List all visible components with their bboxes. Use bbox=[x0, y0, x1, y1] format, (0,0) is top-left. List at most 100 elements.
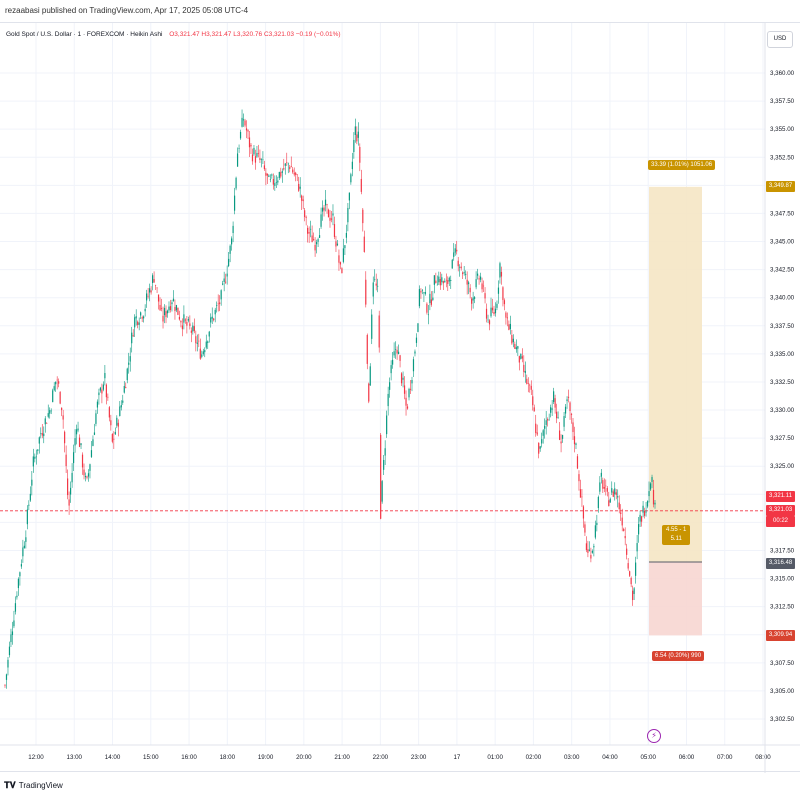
candle-body bbox=[433, 275, 435, 285]
candle-body bbox=[149, 288, 151, 293]
candle-body bbox=[611, 488, 613, 493]
candle-body bbox=[387, 393, 389, 407]
candle-body bbox=[238, 148, 240, 149]
candle-body bbox=[412, 359, 415, 372]
candle-body bbox=[257, 152, 260, 154]
candle-body bbox=[636, 543, 638, 552]
price-chart[interactable]: 3,360.00 3,357.50 3,355.00 3,352.50 3,347.50… bbox=[0, 23, 800, 773]
candle-body bbox=[146, 293, 148, 301]
candle-body bbox=[329, 217, 331, 221]
candle-body bbox=[368, 383, 370, 402]
x-tick-label: 03:00 bbox=[564, 754, 580, 761]
candle-body bbox=[34, 456, 36, 459]
candle-body bbox=[317, 239, 319, 242]
candle-body bbox=[503, 300, 506, 305]
candle-body bbox=[168, 306, 170, 311]
risk-reward-label: 4.55 - 1 5.11 bbox=[662, 525, 691, 545]
candle-body bbox=[56, 379, 58, 381]
x-tick-label: 04:00 bbox=[602, 754, 618, 761]
y-tick-label: 3,355.00 bbox=[770, 126, 795, 133]
candle-body bbox=[420, 291, 422, 293]
candle-body bbox=[49, 410, 51, 414]
candle-body bbox=[535, 423, 537, 433]
candle-body bbox=[509, 323, 511, 330]
candle-body bbox=[241, 117, 243, 127]
candle-body bbox=[441, 277, 443, 283]
tradingview-logo-icon[interactable]: 𝐓𝐕 bbox=[4, 780, 16, 790]
candle-body bbox=[427, 314, 429, 316]
candle-body bbox=[265, 172, 267, 176]
candle-body bbox=[551, 408, 553, 410]
candle-body bbox=[250, 144, 252, 147]
candle-body bbox=[327, 209, 330, 218]
stop-price-tag: 3,309.94 bbox=[766, 630, 795, 641]
candle-body bbox=[494, 308, 497, 314]
candle-body bbox=[383, 459, 385, 470]
candle-body bbox=[313, 239, 315, 241]
target-price-tag: 3,349.87 bbox=[766, 181, 795, 192]
candle-body bbox=[380, 434, 382, 519]
candle-body bbox=[389, 382, 391, 390]
candle-body bbox=[465, 273, 467, 275]
candle-body bbox=[55, 381, 57, 385]
candle-body bbox=[608, 500, 610, 507]
x-tick-label: 06:00 bbox=[679, 754, 695, 761]
candle-body bbox=[283, 168, 285, 170]
candle-body bbox=[347, 207, 349, 223]
candle-body bbox=[521, 356, 523, 359]
candle-body bbox=[430, 299, 432, 305]
candle-body bbox=[141, 317, 143, 319]
candle-body bbox=[210, 317, 212, 323]
y-tick-label: 3,342.50 bbox=[770, 267, 795, 274]
candle-body bbox=[609, 498, 611, 503]
candle-body bbox=[4, 685, 6, 686]
symbol-name[interactable]: Gold Spot / U.S. Dollar · 1 · FOREXCOM ·… bbox=[6, 31, 163, 38]
candle-body bbox=[98, 392, 100, 396]
candle-body bbox=[160, 308, 163, 309]
x-tick-label: 16:00 bbox=[181, 754, 197, 761]
candle-body bbox=[527, 383, 529, 384]
candle-body bbox=[594, 525, 596, 538]
stop-label: 6.54 (0.20%) 990 bbox=[652, 651, 705, 661]
candle-body bbox=[648, 491, 650, 497]
candle-body bbox=[363, 236, 365, 252]
candle-body bbox=[219, 302, 221, 305]
stop-zone bbox=[649, 561, 702, 636]
candle-body bbox=[53, 386, 55, 391]
candle-body bbox=[132, 335, 134, 337]
y-tick-label: 3,347.50 bbox=[770, 210, 795, 217]
currency-button[interactable]: USD bbox=[767, 31, 793, 48]
candle-body bbox=[199, 348, 201, 359]
candle-body bbox=[324, 199, 327, 206]
candle-body bbox=[579, 489, 582, 498]
candle-body bbox=[359, 147, 361, 163]
candle-body bbox=[151, 275, 154, 283]
candle-body bbox=[438, 276, 440, 283]
x-tick-label: 19:00 bbox=[258, 754, 274, 761]
candle-body bbox=[193, 326, 195, 332]
candle-body bbox=[320, 214, 322, 227]
ratio-line-2: 5.11 bbox=[670, 536, 682, 542]
chart-area[interactable]: 3,360.00 3,357.50 3,355.00 3,352.50 3,347.50… bbox=[0, 22, 800, 773]
candle-body bbox=[356, 134, 358, 142]
candle-body bbox=[593, 546, 595, 548]
candle-body bbox=[61, 407, 63, 411]
candle-body bbox=[646, 501, 649, 507]
candle-body bbox=[192, 325, 194, 332]
candle-body bbox=[232, 225, 234, 234]
y-tick-label: 3,330.00 bbox=[770, 407, 795, 414]
candle-body bbox=[645, 511, 647, 513]
candle-body bbox=[216, 305, 218, 306]
candle-body bbox=[418, 289, 421, 307]
candle-body bbox=[286, 162, 288, 163]
candle-body bbox=[342, 248, 345, 262]
candle-body bbox=[392, 359, 394, 365]
candle-body bbox=[457, 260, 459, 267]
candle-body bbox=[353, 139, 355, 153]
x-tick-label: 18:00 bbox=[220, 754, 236, 761]
candle-body bbox=[93, 432, 96, 435]
lightning-icon[interactable]: ⚡ bbox=[647, 729, 661, 743]
candle-body bbox=[511, 334, 513, 344]
candle-body bbox=[135, 316, 137, 319]
candle-body bbox=[491, 307, 494, 311]
